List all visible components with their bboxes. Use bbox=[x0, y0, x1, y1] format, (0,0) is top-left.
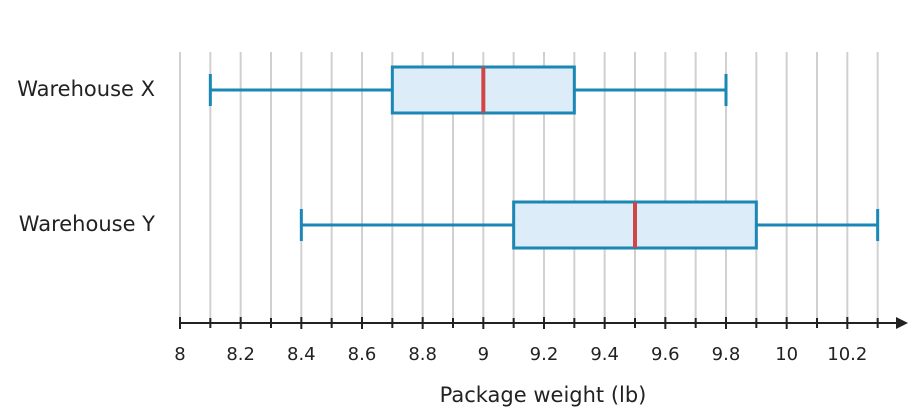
x-axis-label: Package weight (lb) bbox=[440, 383, 647, 407]
x-tick-label: 9.6 bbox=[651, 344, 680, 365]
x-tick-label: 8 bbox=[174, 344, 185, 365]
x-tick-label: 9.8 bbox=[712, 344, 741, 365]
axis-arrow bbox=[896, 317, 908, 329]
x-tick-label: 8.8 bbox=[408, 344, 437, 365]
x-tick-label: 9 bbox=[478, 344, 489, 365]
x-tick-label: 9.4 bbox=[590, 344, 619, 365]
y-tick-label: Warehouse Y bbox=[19, 212, 155, 236]
x-tick-label: 10 bbox=[775, 344, 798, 365]
x-tick-label: 8.2 bbox=[226, 344, 255, 365]
x-tick-label: 10.2 bbox=[827, 344, 867, 365]
x-tick-label: 9.2 bbox=[530, 344, 559, 365]
x-tick-label: 8.6 bbox=[348, 344, 377, 365]
y-tick-label: Warehouse X bbox=[17, 77, 155, 101]
x-tick-label: 8.4 bbox=[287, 344, 316, 365]
